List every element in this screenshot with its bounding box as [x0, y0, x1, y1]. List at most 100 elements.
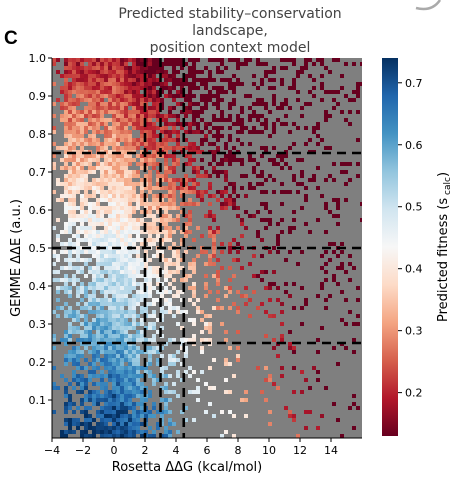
heatmap-cell [160, 66, 164, 70]
heatmap-cell [80, 134, 84, 138]
heatmap-cell [188, 58, 192, 62]
heatmap-cell [64, 302, 68, 306]
heatmap-cell [356, 174, 360, 178]
heatmap-cell [224, 378, 228, 382]
heatmap-cell [88, 90, 92, 94]
heatmap-cell [68, 94, 72, 98]
heatmap-cell [136, 266, 140, 270]
heatmap-cell [140, 366, 144, 370]
heatmap-cell [348, 178, 352, 182]
heatmap-cell [288, 130, 292, 134]
heatmap-cell [220, 194, 224, 198]
heatmap-cell [116, 306, 120, 310]
heatmap-cell [128, 182, 132, 186]
heatmap-cell [116, 262, 120, 266]
heatmap-cell [64, 142, 68, 146]
heatmap-cell [216, 86, 220, 90]
heatmap-cell [128, 98, 132, 102]
heatmap-cell [88, 390, 92, 394]
heatmap-cell [128, 286, 132, 290]
heatmap-cell [76, 102, 80, 106]
heatmap-cell [152, 242, 156, 246]
heatmap-cell [212, 58, 216, 62]
heatmap-cell [76, 310, 80, 314]
heatmap-cell [108, 166, 112, 170]
heatmap-cell [132, 122, 136, 126]
heatmap-cell [160, 74, 164, 78]
heatmap-cell [84, 106, 88, 110]
heatmap-cell [116, 94, 120, 98]
heatmap-cell [268, 158, 272, 162]
heatmap-cell [124, 358, 128, 362]
heatmap-cell [84, 94, 88, 98]
heatmap-cell [156, 410, 160, 414]
heatmap-cell [72, 106, 76, 110]
heatmap-cell [172, 62, 176, 66]
heatmap-cell [132, 358, 136, 362]
heatmap-cell [100, 406, 104, 410]
heatmap-cell [112, 406, 116, 410]
heatmap-cell [240, 266, 244, 270]
heatmap-cell [228, 410, 232, 414]
heatmap-cell [228, 290, 232, 294]
heatmap-cell [164, 430, 168, 434]
heatmap-cell [92, 238, 96, 242]
heatmap-cell [112, 86, 116, 90]
heatmap-cell [216, 102, 220, 106]
heatmap-cell [92, 310, 96, 314]
heatmap-cell [88, 202, 92, 206]
heatmap-cell [220, 202, 224, 206]
heatmap-cell [132, 98, 136, 102]
heatmap-cell [84, 294, 88, 298]
heatmap-cell [200, 142, 204, 146]
heatmap-cell [112, 386, 116, 390]
heatmap-cell [88, 362, 92, 366]
heatmap-cell [72, 142, 76, 146]
heatmap-cell [52, 338, 56, 342]
heatmap-cell [76, 250, 80, 254]
heatmap-cell [92, 390, 96, 394]
heatmap-cell [272, 270, 276, 274]
heatmap-cell [172, 382, 176, 386]
colorbar-tick-label: 0.3 [405, 325, 423, 338]
heatmap-cell [116, 298, 120, 302]
heatmap-cell [176, 58, 180, 62]
heatmap-cell [56, 254, 60, 258]
heatmap-cell [192, 238, 196, 242]
heatmap-cell [196, 166, 200, 170]
heatmap-cell [104, 314, 108, 318]
heatmap-cell [164, 94, 168, 98]
heatmap-cell [352, 338, 356, 342]
heatmap-cell [120, 298, 124, 302]
heatmap-cell [252, 166, 256, 170]
heatmap-cell [188, 374, 192, 378]
heatmap-cell [116, 242, 120, 246]
heatmap-cell [104, 190, 108, 194]
heatmap-cell [160, 354, 164, 358]
heatmap-cell [108, 314, 112, 318]
heatmap-cell [68, 198, 72, 202]
heatmap-cell [64, 58, 68, 62]
heatmap-cell [176, 162, 180, 166]
heatmap-cell [108, 82, 112, 86]
heatmap-cell [64, 378, 68, 382]
heatmap-cell [240, 218, 244, 222]
heatmap-cell [88, 126, 92, 130]
heatmap-cell [228, 126, 232, 130]
heatmap-cell [120, 126, 124, 130]
heatmap-cell [300, 114, 304, 118]
heatmap-cell [292, 414, 296, 418]
heatmap-cell [124, 270, 128, 274]
heatmap-cell [76, 374, 80, 378]
heatmap-cell [64, 150, 68, 154]
heatmap-cell [136, 82, 140, 86]
heatmap-cell [80, 250, 84, 254]
heatmap-cell [128, 366, 132, 370]
heatmap-cell [236, 306, 240, 310]
heatmap-cell [336, 198, 340, 202]
heatmap-cell [164, 158, 168, 162]
heatmap-cell [124, 326, 128, 330]
heatmap-cell [128, 186, 132, 190]
heatmap-cell [68, 242, 72, 246]
heatmap-cell [160, 422, 164, 426]
